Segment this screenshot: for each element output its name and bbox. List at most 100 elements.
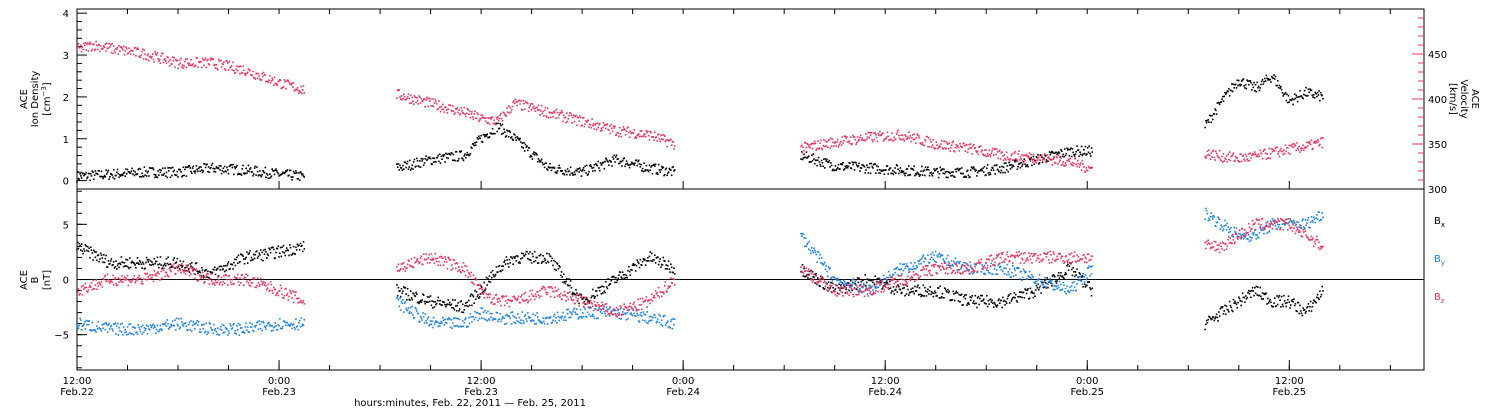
by-point [934, 250, 937, 253]
by-point [1087, 267, 1090, 269]
velocity-point [510, 109, 513, 111]
by-point [1013, 267, 1016, 270]
by-point [78, 324, 81, 327]
bx-point [1013, 292, 1016, 294]
bx-point [820, 275, 822, 278]
bx-point [817, 277, 819, 279]
by-point [1000, 269, 1003, 271]
velocity-point [159, 62, 162, 64]
bx-point [203, 276, 205, 278]
velocity-point [411, 96, 413, 99]
density-point [943, 168, 945, 171]
velocity-point [557, 117, 560, 119]
by-point [1081, 283, 1084, 285]
by-point [634, 315, 637, 318]
velocity-point [1031, 161, 1034, 163]
density-point [973, 168, 976, 170]
velocity-point [474, 110, 476, 113]
by-point [117, 334, 120, 336]
density-point [624, 165, 626, 168]
bx-point [886, 282, 889, 284]
by-point [87, 323, 90, 326]
bx-point [919, 293, 922, 296]
velocity-point [466, 107, 469, 110]
velocity-point [647, 134, 650, 137]
velocity-point [984, 154, 987, 157]
velocity-point [272, 84, 275, 87]
bx-point [1060, 272, 1062, 274]
bx-point [1046, 277, 1048, 279]
density-point [1212, 118, 1214, 121]
by-point [302, 323, 304, 326]
density-point [819, 163, 821, 166]
density-point [191, 172, 193, 174]
by-point [1301, 219, 1304, 222]
density-point [975, 169, 977, 171]
by-point [534, 314, 537, 317]
velocity-point [587, 119, 589, 121]
velocity-point [1260, 152, 1263, 155]
density-point [879, 168, 881, 171]
by-point [647, 320, 650, 323]
density-point [924, 166, 927, 169]
bx-point [1038, 288, 1040, 291]
velocity-point [230, 66, 232, 69]
bx-point [287, 249, 289, 252]
velocity-point [503, 112, 505, 114]
bx-point [148, 263, 151, 266]
by-point [1276, 228, 1278, 230]
velocity-point [534, 110, 537, 113]
by-point [402, 299, 404, 301]
velocity-point [1283, 149, 1285, 151]
velocity-point [949, 150, 951, 152]
bx-point [956, 292, 959, 294]
density-point [299, 171, 302, 173]
velocity-point [1270, 148, 1273, 150]
density-point [510, 136, 513, 138]
by-point [214, 329, 216, 331]
velocity-point [249, 69, 251, 72]
by-point [894, 271, 896, 274]
bx-point [911, 287, 914, 289]
velocity-point [223, 61, 225, 63]
bx-point [180, 264, 182, 267]
bx-point [262, 259, 264, 262]
density-point [1247, 80, 1249, 82]
bx-point [1243, 296, 1245, 299]
velocity-point [1227, 153, 1229, 156]
by-point [452, 317, 455, 320]
bx-point [940, 297, 942, 299]
velocity-point [87, 50, 90, 52]
density-point [541, 161, 544, 164]
velocity-point [578, 120, 580, 122]
density-point [474, 142, 476, 144]
velocity-point [516, 104, 518, 107]
velocity-point [437, 107, 439, 110]
density-point [1207, 119, 1209, 121]
bx-point [81, 250, 84, 252]
by-point [924, 257, 926, 259]
velocity-point [1301, 147, 1304, 150]
by-point [623, 308, 625, 311]
velocity-point [112, 45, 115, 47]
velocity-point [608, 129, 610, 131]
density-point [922, 170, 925, 173]
density-point [484, 135, 486, 138]
by-point [992, 273, 994, 275]
density-point [185, 175, 188, 177]
velocity-tick-label: 300 [1428, 185, 1447, 196]
velocity-point [560, 109, 563, 112]
density-point [872, 167, 874, 169]
bx-point [952, 290, 954, 293]
density-point [406, 160, 409, 163]
bx-point [1024, 288, 1026, 290]
by-point [583, 306, 586, 309]
by-point [1058, 280, 1061, 283]
velocity-point [821, 148, 824, 151]
velocity-point [661, 134, 664, 136]
density-point [247, 164, 250, 167]
bx-point [653, 259, 655, 261]
velocity-point [515, 101, 518, 103]
density-point [512, 139, 514, 141]
by-point [1002, 270, 1004, 273]
